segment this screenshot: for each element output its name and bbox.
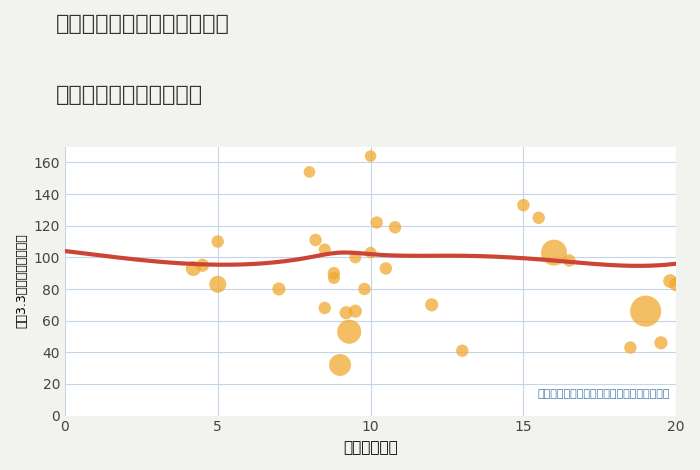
- Point: [273, 285, 284, 293]
- Point: [389, 224, 400, 231]
- Point: [350, 307, 361, 315]
- Point: [310, 236, 321, 244]
- Point: [197, 261, 208, 269]
- Point: [655, 339, 666, 346]
- Point: [625, 344, 636, 351]
- Point: [335, 361, 346, 368]
- Point: [212, 281, 223, 288]
- Point: [365, 249, 376, 256]
- Point: [564, 257, 575, 264]
- Point: [380, 265, 391, 272]
- Point: [456, 347, 468, 354]
- Point: [319, 246, 330, 253]
- Point: [548, 249, 559, 256]
- Point: [340, 309, 351, 316]
- Point: [319, 304, 330, 312]
- Text: 円の大きさは、取引のあった物件面積を示す: 円の大きさは、取引のあった物件面積を示す: [538, 390, 670, 400]
- Point: [365, 152, 376, 160]
- Point: [328, 274, 339, 282]
- Point: [350, 254, 361, 261]
- Point: [188, 265, 199, 272]
- Point: [212, 238, 223, 245]
- Point: [664, 277, 676, 285]
- Text: 福岡県福岡市西区九大新町の: 福岡県福岡市西区九大新町の: [56, 14, 230, 34]
- Point: [518, 201, 529, 209]
- Y-axis label: 坪（3.3㎡）単価（万円）: 坪（3.3㎡）単価（万円）: [15, 234, 28, 329]
- X-axis label: 駅距離（分）: 駅距離（分）: [343, 440, 398, 455]
- Point: [328, 269, 339, 277]
- Point: [533, 214, 545, 221]
- Point: [426, 301, 438, 309]
- Text: 駅距離別中古戸建て価格: 駅距離別中古戸建て価格: [56, 85, 203, 105]
- Point: [344, 328, 355, 336]
- Point: [640, 307, 651, 315]
- Point: [359, 285, 370, 293]
- Point: [371, 219, 382, 227]
- Point: [304, 168, 315, 176]
- Point: [671, 281, 682, 288]
